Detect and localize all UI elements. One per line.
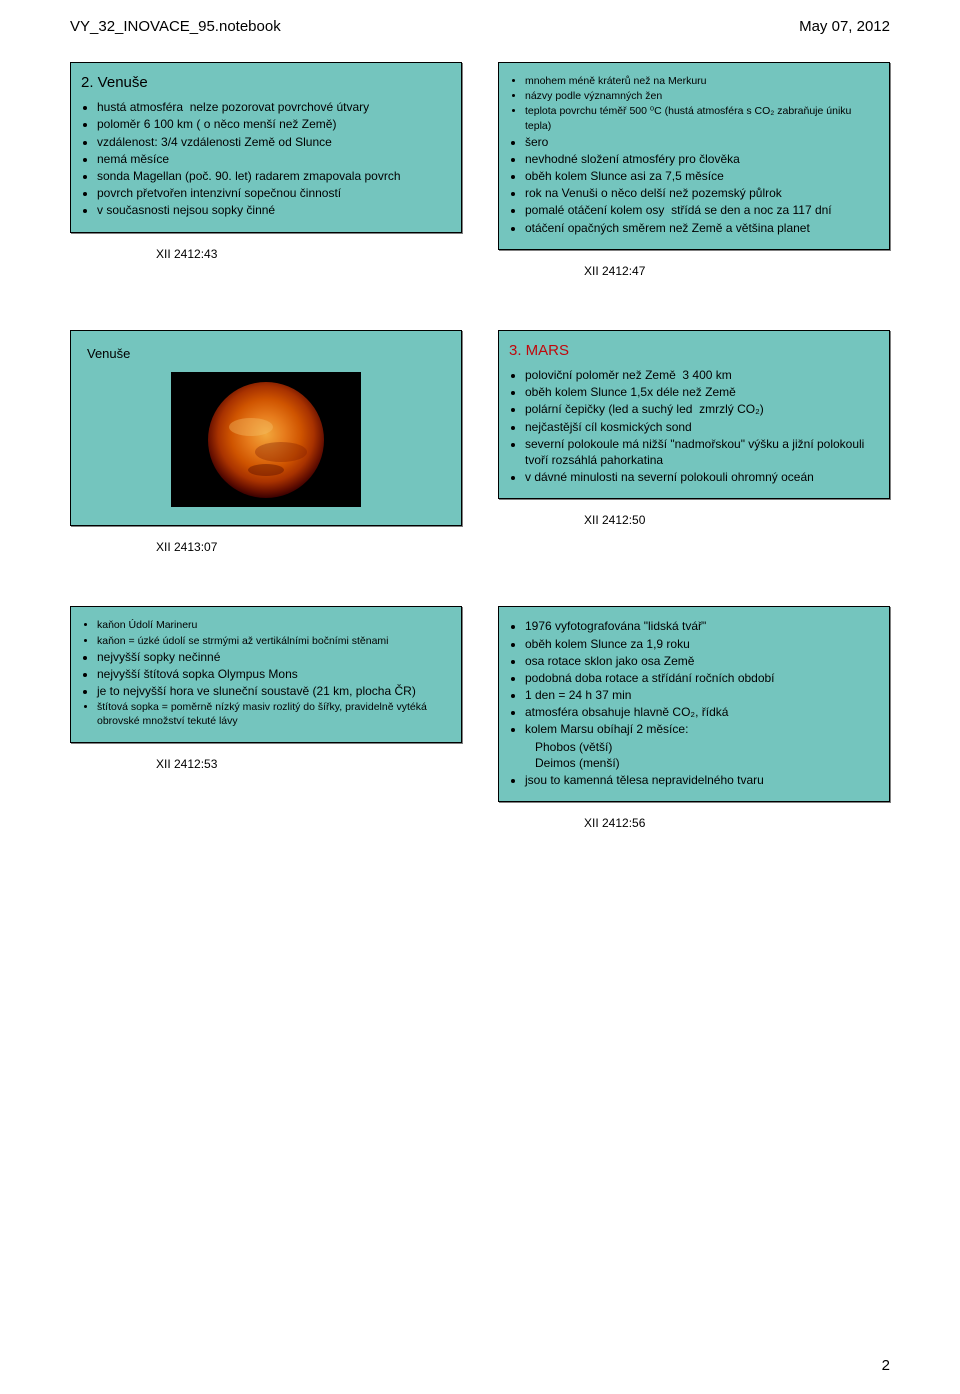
list-item: kaňon = úzké údolí se strmými až vertiká… <box>97 634 451 648</box>
list-item: oběh kolem Slunce za 1,9 roku <box>525 636 879 652</box>
list-item: 1976 vyfotografována "lidská tvář" <box>525 618 879 634</box>
list-item: oběh kolem Slunce asi za 7,5 měsíce <box>525 168 879 184</box>
moon-phobos: Phobos (větší) <box>535 739 879 755</box>
cell-r1c2: mnohem méně kráterů než na Merkuru názvy… <box>498 62 890 278</box>
list-item: poloměr 6 100 km ( o něco menší než Země… <box>97 116 451 132</box>
list-item: nejčastější cíl kosmických sond <box>525 419 879 435</box>
spacer <box>498 290 890 318</box>
list-item: kolem Marsu obíhají 2 měsíce: <box>525 721 879 737</box>
list-item: v dávné minulosti na severní polokouli o… <box>525 469 879 485</box>
cell-r1c1: 2. Venuše hustá atmosféra ­ nelze pozoro… <box>70 62 462 278</box>
list: jsou to kamenná tělesa nepravidelného tv… <box>525 772 879 788</box>
list: kaňon Údolí Marineru kaňon = úzké údolí … <box>97 618 451 728</box>
list: mnohem méně kráterů než na Merkuru názvy… <box>525 74 879 236</box>
page-number: 2 <box>882 1357 890 1374</box>
header-right: May 07, 2012 <box>799 18 890 35</box>
list-item: nejvyšší sopky nečinné <box>97 649 451 665</box>
timestamp: XII 24­12:50 <box>584 513 890 527</box>
box-venus: 2. Venuše hustá atmosféra ­ nelze pozoro… <box>70 62 462 233</box>
content-grid: 2. Venuše hustá atmosféra ­ nelze pozoro… <box>70 62 890 830</box>
cell-r2c1: Venuše <box>70 330 462 555</box>
venus-image <box>171 372 361 507</box>
list-item: osa rotace sklon jako osa Země <box>525 653 879 669</box>
list-item: v současnosti nejsou sopky činné <box>97 202 451 218</box>
list-item: rok na Venuši o něco delší než pozemský … <box>525 185 879 201</box>
timestamp: XII 24­12:43 <box>156 247 462 261</box>
list-item: jsou to kamenná tělesa nepravidelného tv… <box>525 772 879 788</box>
list-item: vzdálenost: 3/4 vzdálenosti Země od Slun… <box>97 134 451 150</box>
box-mars-facts: 1976 vyfotografována "lidská tvář" oběh … <box>498 606 890 802</box>
list-item: teplota povrchu téměř 500 ⁰C (hustá atmo… <box>525 104 879 132</box>
page: VY_32_INOVACE_95.notebook May 07, 2012 2… <box>0 0 960 1394</box>
list-item: sonda Magellan (poč. 90. let) radarem zm… <box>97 168 451 184</box>
box-venus-image: Venuše <box>70 330 462 527</box>
cell-r3c1: kaňon Údolí Marineru kaňon = úzké údolí … <box>70 606 462 830</box>
list-item: názvy podle významných žen <box>525 89 879 103</box>
list-item: mnohem méně kráterů než na Merkuru <box>525 74 879 88</box>
list-item: severní polokoule má nižší "nadmořskou" … <box>525 436 879 468</box>
list: hustá atmosféra ­ nelze pozorovat povrch… <box>97 99 451 218</box>
list-item: hustá atmosféra ­ nelze pozorovat povrch… <box>97 99 451 115</box>
spacer <box>70 566 462 594</box>
list-item: štítová sopka = poměrně nízký masiv rozl… <box>97 700 451 728</box>
box-title: 2. Venuše <box>81 73 451 93</box>
list-item: je to nejvyšší hora ve sluneční soustavě… <box>97 683 451 699</box>
venus-label: Venuše <box>87 345 449 363</box>
list-item: nemá měsíce <box>97 151 451 167</box>
box-mars: 3. MARS poloviční poloměr než Země ­ 3 4… <box>498 330 890 500</box>
spacer <box>70 290 462 318</box>
timestamp: XII 24­12:47 <box>584 264 890 278</box>
box-title: 3. MARS <box>509 341 879 361</box>
list-item: 1 den = 24 h 37 min <box>525 687 879 703</box>
list-item: nejvyšší štítová sopka Olympus Mons <box>97 666 451 682</box>
list-item: povrch přetvořen intenzivní sopečnou čin… <box>97 185 451 201</box>
spacer <box>498 566 890 594</box>
list-item: otáčení opačných směrem než Země a větši… <box>525 220 879 236</box>
list: poloviční poloměr než Země ­ 3 400 km ob… <box>525 367 879 485</box>
list-item: podobná doba rotace a střídání ročních o… <box>525 670 879 686</box>
list-item: šero <box>525 134 879 150</box>
list-item: atmosféra obsahuje hlavně CO₂, řídká <box>525 704 879 720</box>
list-item: kaňon Údolí Marineru <box>97 618 451 632</box>
list-item: nevhodné složení atmosféry pro člověka <box>525 151 879 167</box>
timestamp: XII 24­12:53 <box>156 757 462 771</box>
box-mars-terrain: kaňon Údolí Marineru kaňon = úzké údolí … <box>70 606 462 742</box>
list: 1976 vyfotografována "lidská tvář" oběh … <box>525 618 879 737</box>
header-left: VY_32_INOVACE_95.notebook <box>70 18 281 35</box>
list-item: pomalé otáčení kolem osy ­ střídá se den… <box>525 202 879 218</box>
moon-deimos: Deimos (menší) <box>535 755 879 771</box>
box-venus-facts: mnohem méně kráterů než na Merkuru názvy… <box>498 62 890 250</box>
list-item: oběh kolem Slunce 1,5x déle než Země <box>525 384 879 400</box>
timestamp: XII 24­12:56 <box>584 816 890 830</box>
timestamp: XII 24­13:07 <box>156 540 462 554</box>
cell-r3c2: 1976 vyfotografována "lidská tvář" oběh … <box>498 606 890 830</box>
list-item: polární čepičky (led a suchý led ­ zmrzl… <box>525 401 879 417</box>
cell-r2c2: 3. MARS poloviční poloměr než Země ­ 3 4… <box>498 330 890 555</box>
list-item: poloviční poloměr než Země ­ 3 400 km <box>525 367 879 383</box>
